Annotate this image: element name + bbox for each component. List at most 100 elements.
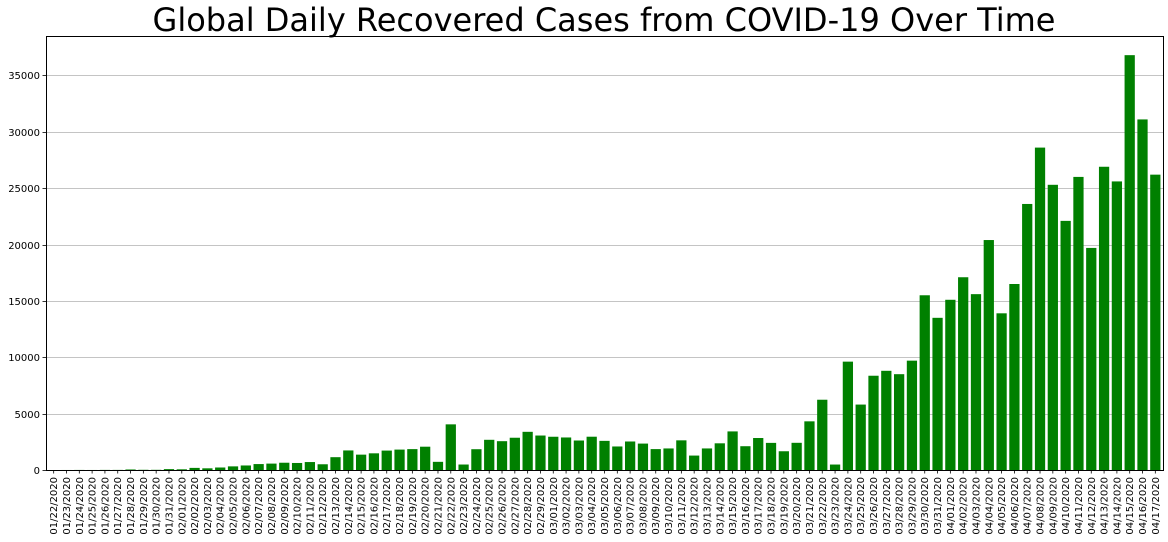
x-tick-label: 03/03/2020	[574, 477, 585, 535]
bar	[560, 437, 572, 470]
x-tick-label: 03/12/2020	[690, 477, 701, 535]
bar	[778, 451, 789, 470]
x-tick-label: 04/16/2020	[1138, 477, 1149, 535]
bar	[509, 437, 520, 470]
x-tick-label: 03/14/2020	[715, 477, 726, 535]
bar	[317, 464, 328, 470]
bar	[958, 277, 969, 470]
bar	[996, 313, 1007, 470]
bar	[202, 468, 213, 470]
bar	[125, 469, 136, 470]
x-tick-label: 02/28/2020	[523, 477, 534, 535]
x-tick-label: 02/21/2020	[433, 477, 444, 535]
bar	[291, 462, 303, 470]
x-tick-label: 03/11/2020	[677, 477, 688, 535]
bar	[932, 317, 943, 470]
x-tick-label: 04/10/2020	[1061, 477, 1072, 535]
bar	[894, 374, 905, 470]
bar	[458, 464, 469, 470]
x-tick-label: 03/01/2020	[549, 477, 560, 535]
x-tick-label: 04/08/2020	[1036, 477, 1047, 535]
bar	[176, 469, 187, 470]
bar	[881, 370, 892, 470]
x-tick-label: 04/17/2020	[1151, 477, 1162, 535]
x-tick-label: 04/01/2020	[946, 477, 957, 535]
x-tick-label: 03/17/2020	[754, 477, 765, 535]
bar	[906, 360, 918, 470]
bar	[535, 435, 546, 470]
bar	[727, 431, 738, 470]
bar	[1009, 284, 1020, 470]
x-tick-label: 02/01/2020	[177, 477, 188, 535]
bar	[189, 467, 200, 470]
bar	[637, 443, 649, 470]
y-tick-label: 15000	[8, 297, 40, 308]
bar	[227, 466, 239, 470]
bar	[701, 448, 713, 470]
bar	[420, 446, 431, 470]
x-tick-label: 03/10/2020	[664, 477, 675, 535]
bar	[663, 448, 674, 470]
gridlines	[46, 75, 1163, 471]
x-tick-label: 03/15/2020	[728, 477, 739, 535]
bar	[1073, 176, 1084, 470]
bar	[355, 454, 367, 470]
x-tick-label: 01/24/2020	[75, 477, 86, 535]
bar	[1137, 119, 1148, 471]
y-tick-label: 20000	[8, 241, 40, 252]
x-tick-label: 04/09/2020	[1048, 477, 1059, 535]
x-axis: 01/22/2020 01/23/2020 01/24/2020 01/25/2020…	[49, 470, 1162, 535]
bar	[548, 436, 559, 470]
bar	[215, 467, 226, 470]
x-tick-label: 03/05/2020	[600, 477, 611, 535]
y-tick-label: 30000	[8, 128, 40, 139]
x-tick-label: 02/13/2020	[331, 477, 342, 535]
x-tick-label: 02/16/2020	[369, 477, 380, 535]
bar	[573, 440, 585, 470]
plot-frame	[46, 36, 1164, 471]
bar	[343, 450, 354, 470]
x-tick-label: 03/23/2020	[831, 477, 842, 535]
bar	[650, 449, 661, 470]
x-tick-label: 04/04/2020	[984, 477, 995, 535]
x-tick-label: 02/15/2020	[357, 477, 368, 535]
x-tick-label: 03/25/2020	[856, 477, 867, 535]
x-tick-label: 02/10/2020	[293, 477, 304, 535]
bar	[817, 399, 828, 470]
x-tick-label: 03/18/2020	[767, 477, 778, 535]
x-tick-label: 03/02/2020	[562, 477, 573, 535]
x-tick-label: 02/26/2020	[498, 477, 509, 535]
x-tick-label: 02/25/2020	[485, 477, 496, 535]
bar	[868, 375, 879, 470]
bar	[1086, 247, 1097, 470]
bar	[740, 446, 751, 470]
bar	[304, 462, 315, 470]
y-tick-label: 10000	[8, 353, 40, 364]
bar	[432, 461, 444, 470]
bar	[753, 438, 764, 470]
x-tick-label: 04/13/2020	[1100, 477, 1111, 535]
x-tick-label: 01/31/2020	[164, 477, 175, 535]
chart-title: Global Daily Recovered Cases from COVID-…	[152, 1, 1056, 39]
x-tick-label: 01/26/2020	[100, 477, 111, 535]
x-tick-label: 03/22/2020	[818, 477, 829, 535]
y-tick-label: 0	[34, 466, 40, 477]
bar	[1034, 147, 1046, 470]
x-tick-label: 02/12/2020	[318, 477, 329, 535]
bar	[496, 441, 508, 470]
x-tick-label: 04/02/2020	[959, 477, 970, 535]
bar	[330, 457, 341, 470]
x-tick-label: 02/29/2020	[536, 477, 547, 535]
bar	[471, 449, 482, 470]
y-tick-label: 5000	[15, 410, 40, 421]
x-tick-label: 03/07/2020	[626, 477, 637, 535]
x-tick-label: 03/06/2020	[613, 477, 624, 535]
x-tick-label: 01/22/2020	[49, 477, 60, 535]
bar	[791, 442, 802, 470]
x-tick-label: 04/06/2020	[1010, 477, 1021, 535]
bar	[1111, 181, 1123, 471]
y-tick-label: 35000	[8, 71, 40, 82]
x-tick-label: 02/17/2020	[382, 477, 393, 535]
x-tick-label: 03/24/2020	[843, 477, 854, 535]
x-tick-label: 01/23/2020	[62, 477, 73, 535]
